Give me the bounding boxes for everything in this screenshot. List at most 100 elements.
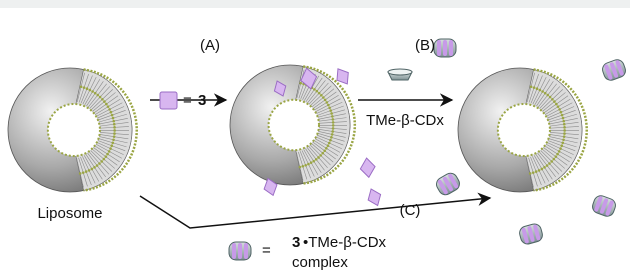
head [313,88,316,91]
head [329,139,332,142]
head [563,123,566,126]
head [299,166,302,169]
head [110,144,113,147]
head [551,98,554,101]
complex-icon [601,58,628,82]
head [324,99,327,102]
head [113,132,116,135]
head [538,169,541,172]
stripe [238,243,242,259]
head [332,124,335,127]
head [310,161,313,164]
head [82,171,85,174]
head [110,111,113,114]
head [544,92,547,95]
head [109,147,112,150]
head [96,94,99,97]
head [327,104,330,107]
head [312,160,315,163]
complex-icon [591,194,618,218]
head [322,96,325,99]
head [558,108,561,111]
stripe [437,40,441,56]
head [330,112,333,115]
head [316,90,319,93]
head [332,127,335,130]
head [555,103,558,106]
key-number: 3 [198,92,206,109]
figure: (A) = 3 TMe-β-CDx (B) (C) Liposome = 3 •… [0,0,630,273]
head [558,150,561,153]
head [321,152,324,155]
head [562,138,565,141]
head [530,85,533,88]
head [91,90,94,93]
head [331,133,334,136]
step-a: (A) [200,37,220,54]
head [546,94,549,97]
head [325,147,328,150]
head [99,96,102,99]
arrow-c [140,196,490,228]
head [105,155,108,158]
head [553,158,556,161]
complex-icon [518,222,544,245]
head [555,155,558,158]
head [100,160,103,163]
head [111,114,114,117]
head [529,172,532,175]
head [557,105,560,108]
head [328,106,331,109]
head [332,118,335,121]
liposomes [8,39,627,260]
head [541,90,544,93]
head [548,162,551,165]
key-complex-name: •TMe-β-CDx [303,234,387,251]
stripe [443,40,447,56]
cyclodextrin-rim [388,69,412,75]
head [559,147,562,150]
head [112,138,115,141]
head [319,154,322,157]
head [93,166,96,169]
head [563,132,566,135]
head [80,85,83,88]
complex-icon [434,171,462,198]
core [48,104,100,156]
reagent: TMe-β-CDx [366,112,444,129]
head [112,117,115,120]
step-c: (C) [400,202,421,219]
key-equals: = [183,92,192,109]
head [86,87,89,90]
head [533,86,536,89]
head [96,164,99,167]
head [89,89,92,92]
head [539,89,542,92]
head [111,141,114,144]
head [317,156,320,159]
liposome-label: Liposome [37,205,102,222]
stripe [232,243,236,259]
head [83,86,86,89]
head [307,163,310,166]
complex-icon [434,39,456,57]
compound [368,189,380,206]
head [320,94,323,97]
key-equals: = [262,242,271,259]
head [326,101,329,104]
head [103,158,106,161]
core [498,104,550,156]
head [549,96,552,99]
head [318,92,321,95]
head [556,153,559,156]
head [562,117,565,120]
head [101,98,104,101]
head [85,170,88,173]
stripe [244,243,248,259]
head [561,141,564,144]
head [112,120,115,123]
head [332,121,335,124]
compound-icon [160,92,177,109]
head [331,115,334,118]
head [560,111,563,114]
